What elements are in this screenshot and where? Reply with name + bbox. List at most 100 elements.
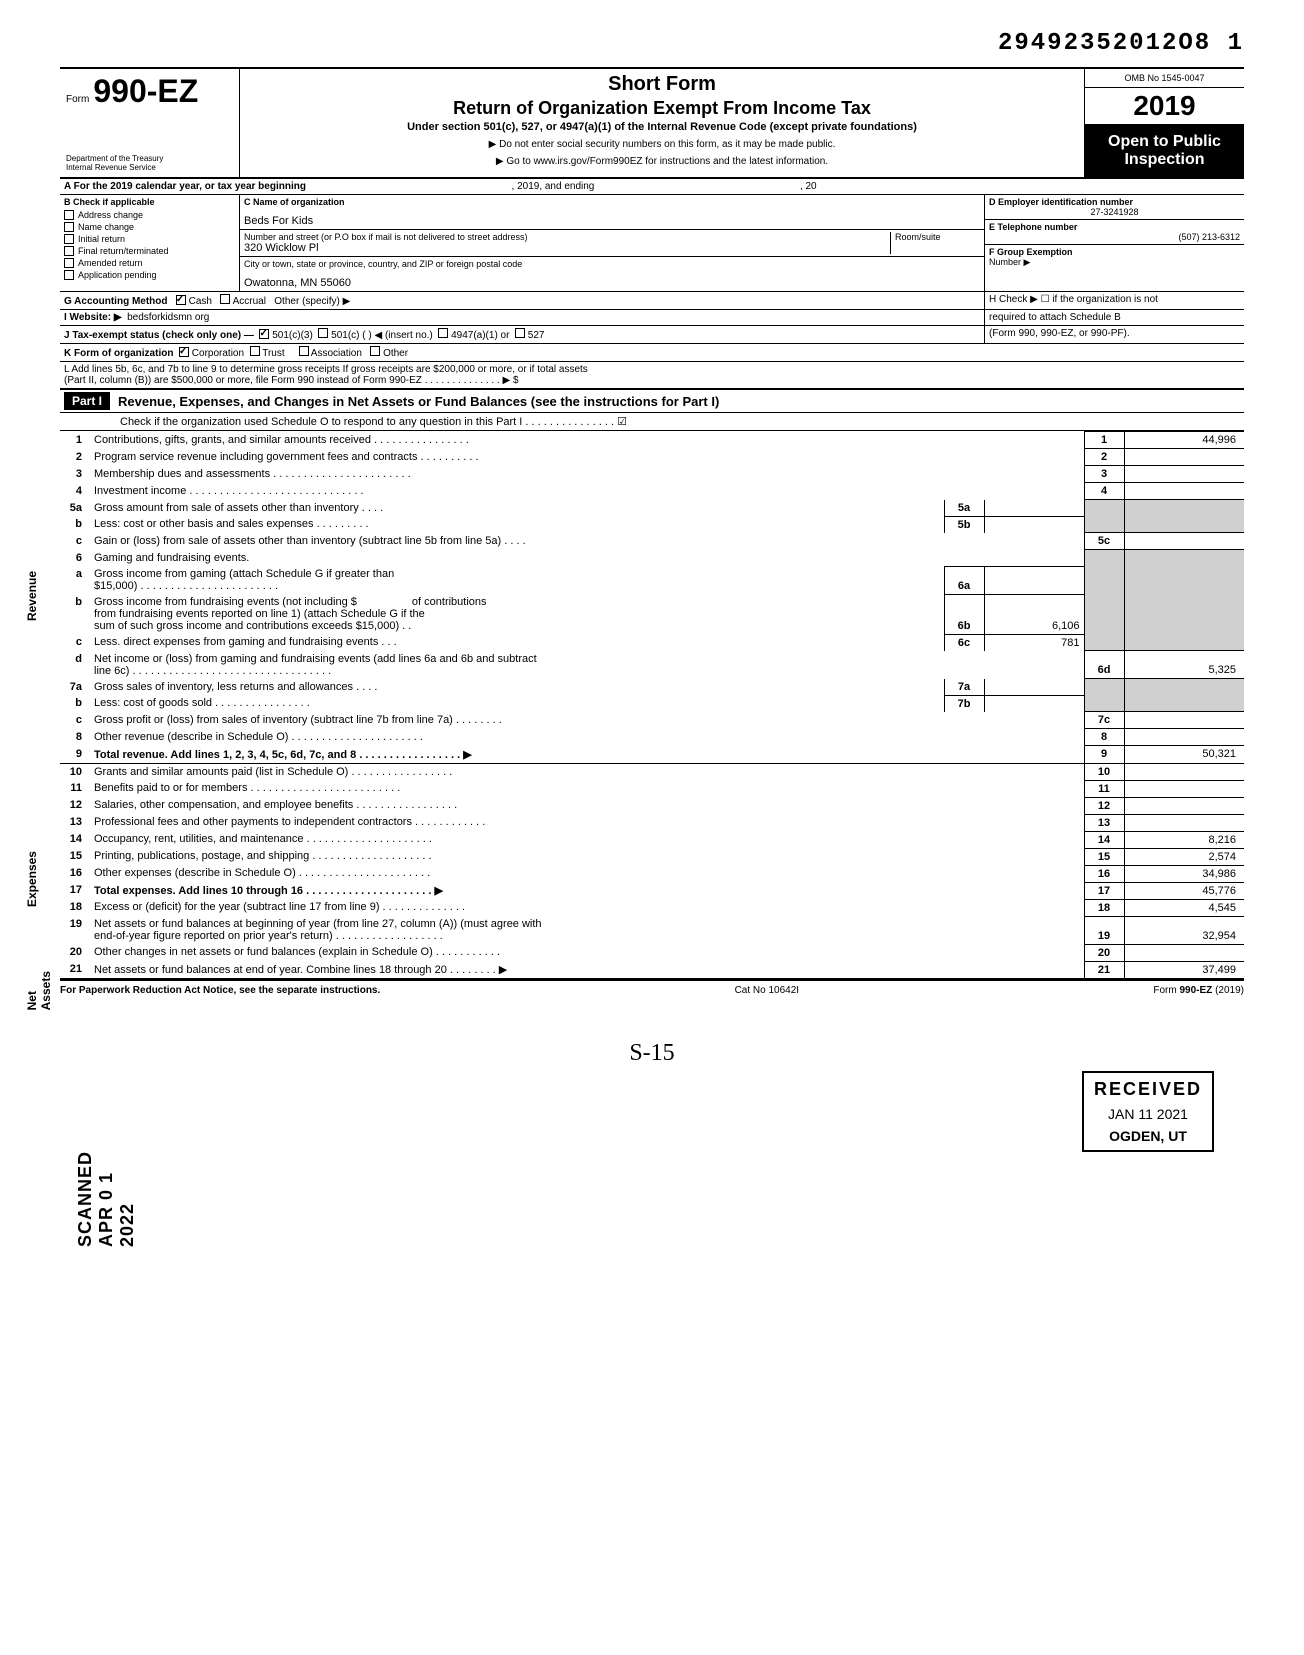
room-suite: Room/suite bbox=[890, 232, 980, 254]
chk-amended[interactable]: Amended return bbox=[60, 257, 239, 269]
chk-other-org[interactable] bbox=[370, 346, 380, 356]
table-row: 10Grants and similar amounts paid (list … bbox=[60, 763, 1244, 780]
box-val bbox=[1124, 466, 1244, 483]
table-row: 16Other expenses (describe in Schedule O… bbox=[60, 865, 1244, 882]
table-row: cGross profit or (loss) from sales of in… bbox=[60, 712, 1244, 729]
line-num: 20 bbox=[60, 944, 90, 961]
line-num: b bbox=[60, 516, 90, 533]
received-title: RECEIVED bbox=[1094, 1079, 1202, 1100]
line-num: 5a bbox=[60, 500, 90, 517]
line-desc: Investment income . . . . . . . . . . . … bbox=[90, 483, 1084, 500]
inner-val: 781 bbox=[984, 634, 1084, 651]
form-header: Form 990-EZ Department of the Treasury I… bbox=[60, 67, 1244, 179]
chk-label: Address change bbox=[78, 210, 143, 220]
table-row: 21Net assets or fund balances at end of … bbox=[60, 961, 1244, 979]
table-row: 14Occupancy, rent, utilities, and mainte… bbox=[60, 831, 1244, 848]
table-row: 7aGross sales of inventory, less returns… bbox=[60, 679, 1244, 696]
accrual-label: Accrual bbox=[233, 296, 266, 307]
line-desc: Gross income from gaming (attach Schedul… bbox=[90, 566, 944, 594]
line-desc: Other expenses (describe in Schedule O) … bbox=[90, 865, 1084, 882]
chk-address[interactable]: Address change bbox=[60, 209, 239, 221]
chk-trust[interactable] bbox=[250, 346, 260, 356]
org-name: Beds For Kids bbox=[244, 215, 980, 227]
box-shaded bbox=[1124, 550, 1244, 567]
chk-corp[interactable] bbox=[179, 347, 189, 357]
dept-treasury: Department of the Treasury Internal Reve… bbox=[66, 155, 233, 173]
chk-501c[interactable] bbox=[318, 328, 328, 338]
footer: For Paperwork Reduction Act Notice, see … bbox=[60, 981, 1244, 1000]
chk-pending[interactable]: Application pending bbox=[60, 269, 239, 281]
line-num: 7a bbox=[60, 679, 90, 696]
title-return: Return of Organization Exempt From Incom… bbox=[250, 98, 1074, 119]
inner-val bbox=[984, 516, 1084, 533]
table-row: 20Other changes in net assets or fund ba… bbox=[60, 944, 1244, 961]
insert-no: ) ◀ (insert no.) bbox=[368, 330, 432, 341]
header-left: Form 990-EZ Department of the Treasury I… bbox=[60, 69, 240, 177]
line-num: 18 bbox=[60, 899, 90, 916]
checkbox-icon bbox=[64, 270, 74, 280]
row-a-prefix: A For the 2019 calendar year, or tax yea… bbox=[64, 181, 306, 192]
box-shaded bbox=[1124, 566, 1244, 594]
box-num: 16 bbox=[1084, 865, 1124, 882]
box-shaded bbox=[1124, 594, 1244, 634]
box-num: 9 bbox=[1084, 746, 1124, 764]
chk-final[interactable]: Final return/terminated bbox=[60, 245, 239, 257]
cash-label: Cash bbox=[189, 296, 212, 307]
chk-527[interactable] bbox=[515, 328, 525, 338]
line-desc: Other revenue (describe in Schedule O) .… bbox=[90, 729, 1084, 746]
box-num: 2 bbox=[1084, 449, 1124, 466]
scanned-stamp: SCANNED APR 0 1 2022 bbox=[75, 1151, 138, 1247]
box-shaded bbox=[1084, 679, 1124, 696]
box-num: 21 bbox=[1084, 961, 1124, 979]
footer-right: Form 990-EZ (2019) bbox=[1153, 985, 1244, 996]
line-num: 9 bbox=[60, 746, 90, 764]
chk-initial[interactable]: Initial return bbox=[60, 233, 239, 245]
box-val: 44,996 bbox=[1124, 432, 1244, 449]
inner-num: 6a bbox=[944, 566, 984, 594]
line-num: 8 bbox=[60, 729, 90, 746]
table-row: 8Other revenue (describe in Schedule O) … bbox=[60, 729, 1244, 746]
inner-val: 6,106 bbox=[984, 594, 1084, 634]
city-value: Owatonna, MN 55060 bbox=[244, 277, 980, 289]
chk-name[interactable]: Name change bbox=[60, 221, 239, 233]
row-k: K Form of organization Corporation Trust… bbox=[60, 344, 1244, 362]
subtitle: Under section 501(c), 527, or 4947(a)(1)… bbox=[250, 121, 1074, 133]
inner-val bbox=[984, 500, 1084, 517]
chk-cash[interactable] bbox=[176, 295, 186, 305]
chk-label: Initial return bbox=[78, 234, 125, 244]
table-row: 19Net assets or fund balances at beginni… bbox=[60, 916, 1244, 944]
chk-501c3[interactable] bbox=[259, 329, 269, 339]
header-right: OMB No 1545-0047 2019 Open to Public Ins… bbox=[1084, 69, 1244, 177]
box-shaded bbox=[1124, 500, 1244, 517]
chk-4947[interactable] bbox=[438, 328, 448, 338]
inner-val bbox=[984, 679, 1084, 696]
received-date: JAN 11 2021 bbox=[1094, 1106, 1202, 1122]
row-i: I Website: ▶ bedsforkidsmn org required … bbox=[60, 310, 1244, 326]
line-desc: Total revenue. Add lines 1, 2, 3, 4, 5c,… bbox=[90, 746, 1084, 764]
checkbox-icon bbox=[64, 210, 74, 220]
checkbox-icon bbox=[64, 222, 74, 232]
box-val bbox=[1124, 763, 1244, 780]
chk-accrual[interactable] bbox=[220, 294, 230, 304]
chk-assoc[interactable] bbox=[299, 346, 309, 356]
open-to-public: Open to Public Inspection bbox=[1085, 125, 1244, 177]
expenses-label: Expenses bbox=[25, 851, 39, 907]
checkbox-icon bbox=[64, 258, 74, 268]
other-label: Other (specify) ▶ bbox=[274, 296, 350, 307]
box-shaded bbox=[1124, 679, 1244, 696]
box-val bbox=[1124, 483, 1244, 500]
box-val: 4,545 bbox=[1124, 899, 1244, 916]
b-header: B Check if applicable bbox=[60, 195, 239, 209]
line-desc: Gross sales of inventory, less returns a… bbox=[90, 679, 944, 696]
box-num: 19 bbox=[1084, 916, 1124, 944]
box-shaded bbox=[1084, 550, 1124, 567]
box-num: 14 bbox=[1084, 831, 1124, 848]
box-num: 11 bbox=[1084, 780, 1124, 797]
box-shaded bbox=[1124, 516, 1244, 533]
part1-check: Check if the organization used Schedule … bbox=[60, 413, 1244, 431]
table-row: 2Program service revenue including gover… bbox=[60, 449, 1244, 466]
line-desc: Net assets or fund balances at beginning… bbox=[90, 916, 1084, 944]
box-val: 50,321 bbox=[1124, 746, 1244, 764]
tax-year: 2019 bbox=[1085, 88, 1244, 125]
part1-label: Part I bbox=[64, 392, 110, 410]
